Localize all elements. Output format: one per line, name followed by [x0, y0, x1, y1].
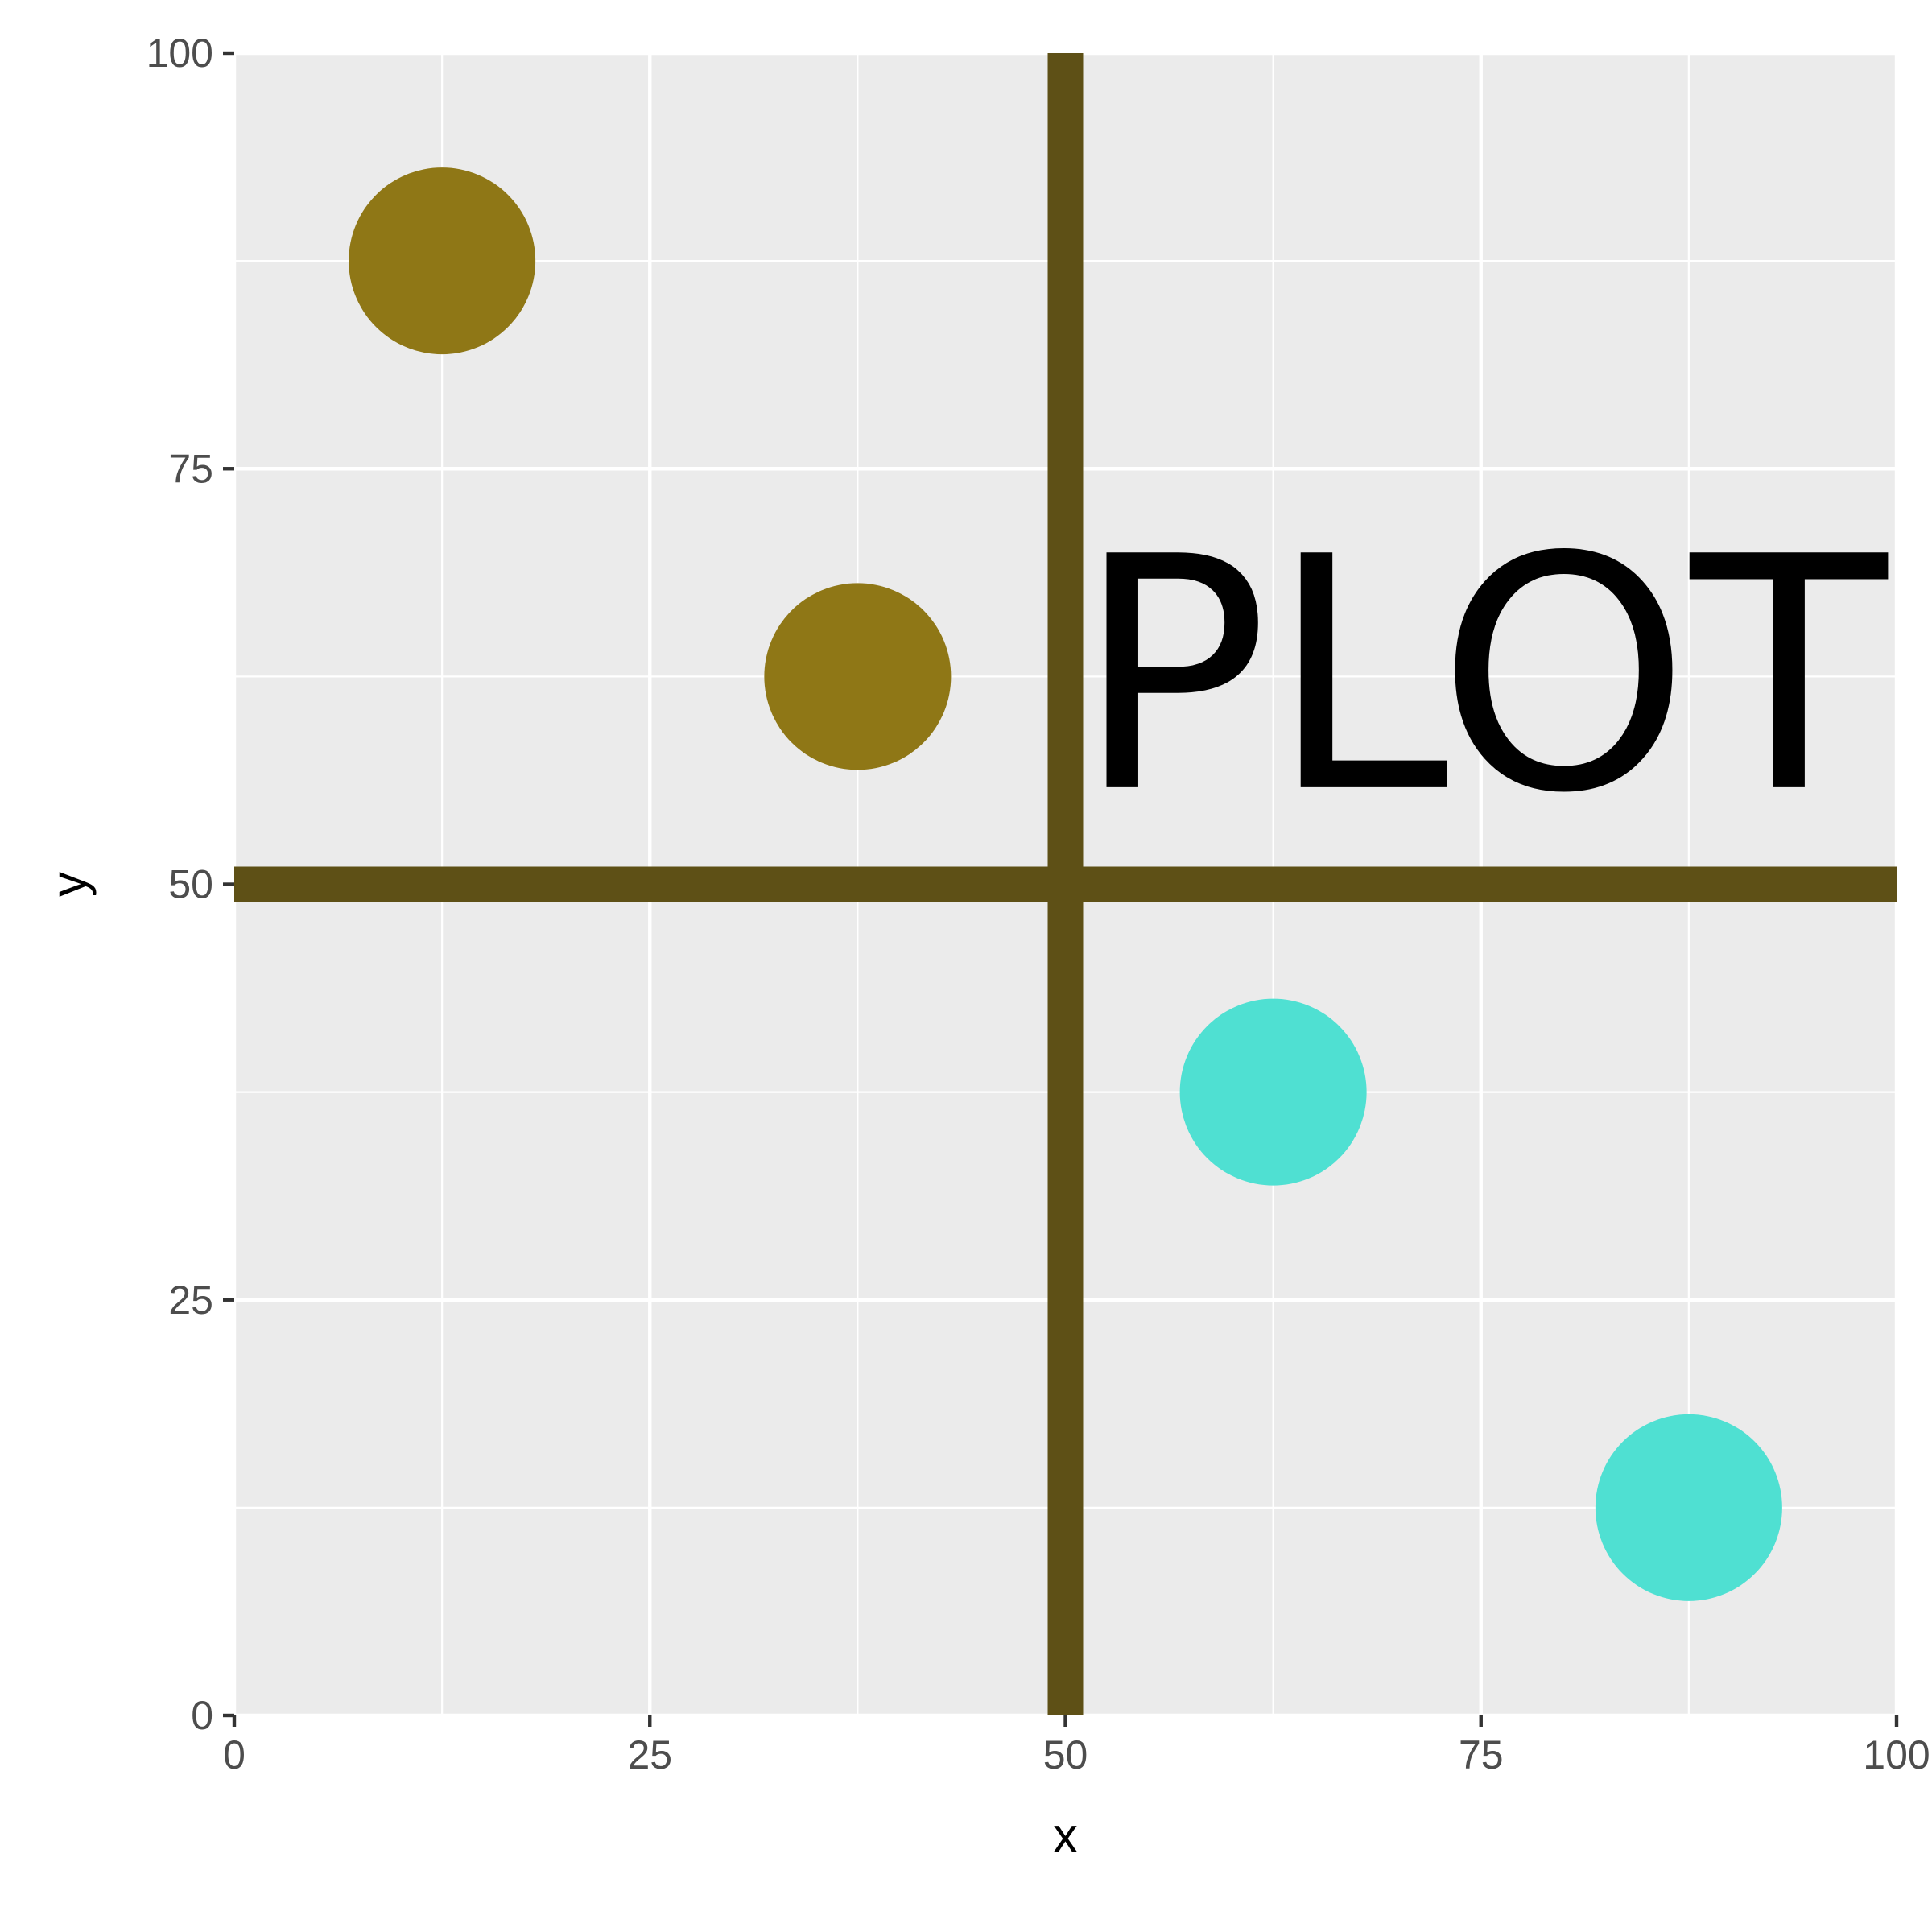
y-tick-label: 75 [168, 446, 213, 491]
x-tick-label: 25 [627, 1732, 672, 1777]
x-axis-title: x [1053, 1808, 1078, 1864]
annotations: PLOT [1075, 489, 1892, 864]
y-tick-label: 100 [147, 31, 213, 76]
data-points [349, 167, 1782, 1601]
x-tick-label: 50 [1043, 1732, 1088, 1777]
scatter-point [764, 583, 952, 770]
y-tick-label: 25 [168, 1278, 213, 1323]
reference-lines [234, 53, 1897, 1715]
scatter-point [1179, 998, 1367, 1186]
y-axis: 0 25 50 75 100 [147, 31, 234, 1738]
y-tick-label: 50 [168, 862, 213, 907]
x-tick-label: 0 [223, 1732, 246, 1777]
plot-annotation: PLOT [1075, 489, 1892, 864]
y-tick-label: 0 [191, 1693, 213, 1738]
y-axis-title: y [42, 872, 97, 897]
x-tick-label: 75 [1459, 1732, 1504, 1777]
scatter-point [1595, 1414, 1782, 1601]
x-axis: 0 25 50 75 100 [223, 1715, 1930, 1777]
scatter-point [349, 167, 536, 355]
x-tick-label: 100 [1863, 1732, 1930, 1777]
